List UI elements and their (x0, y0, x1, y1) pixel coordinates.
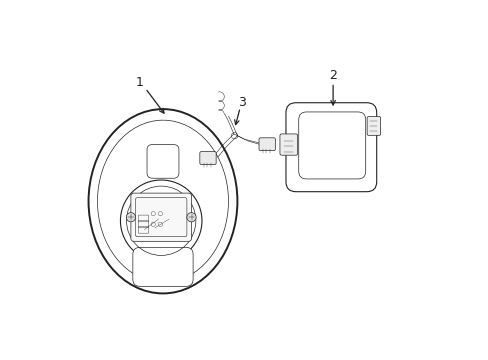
FancyBboxPatch shape (147, 145, 179, 178)
Ellipse shape (88, 109, 237, 293)
Ellipse shape (120, 180, 202, 261)
FancyBboxPatch shape (279, 134, 297, 155)
Circle shape (126, 213, 135, 222)
FancyBboxPatch shape (133, 247, 193, 286)
Text: 3: 3 (237, 95, 245, 108)
FancyBboxPatch shape (259, 138, 275, 150)
FancyBboxPatch shape (131, 193, 191, 241)
Text: 2: 2 (328, 69, 336, 82)
FancyBboxPatch shape (200, 152, 216, 165)
Text: 1: 1 (136, 76, 143, 89)
FancyBboxPatch shape (366, 117, 380, 135)
FancyBboxPatch shape (285, 103, 376, 192)
Circle shape (186, 213, 196, 222)
Ellipse shape (97, 120, 228, 282)
